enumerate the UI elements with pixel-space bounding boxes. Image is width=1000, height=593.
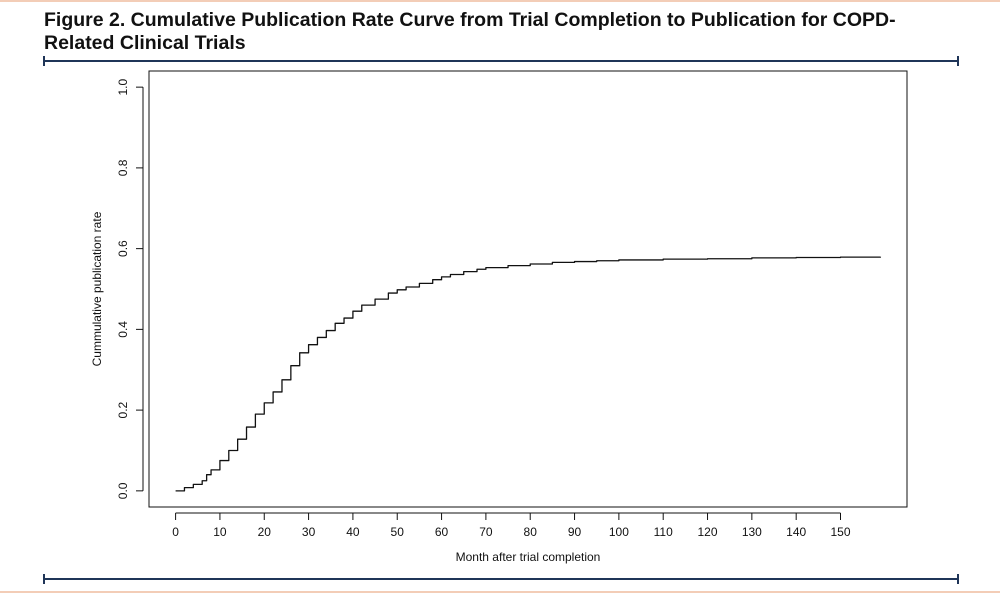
y-axis-label: Cummulative publication rate: [90, 211, 104, 366]
x-tick-label: 120: [698, 525, 718, 539]
page-top-edge: [0, 0, 1000, 2]
footer-divider: [43, 574, 959, 584]
x-axis-label: Month after trial completion: [456, 550, 601, 564]
x-tick-label: 140: [786, 525, 806, 539]
y-tick-label: 1.0: [116, 78, 130, 95]
title-divider: [43, 56, 959, 66]
x-tick-label: 150: [830, 525, 850, 539]
x-tick-label: 110: [654, 525, 673, 539]
series-line-0: [175, 256, 882, 492]
x-tick-label: 0: [172, 525, 179, 539]
y-tick-label: 0.8: [116, 159, 130, 176]
y-axis: 0.0 0.2 0.4 0.6 0.8 1.0: [116, 78, 144, 499]
x-tick-label: 40: [346, 525, 360, 539]
x-tick-label: 30: [302, 525, 316, 539]
y-tick-label: 0.2: [116, 401, 130, 418]
x-tick-label: 20: [258, 525, 272, 539]
x-tick-label: 130: [742, 525, 762, 539]
y-tick-label: 0.0: [116, 482, 130, 499]
figure-title: Figure 2. Cumulative Publication Rate Cu…: [44, 9, 896, 54]
x-tick-label: 10: [213, 525, 227, 539]
x-tick-label: 50: [391, 525, 405, 539]
y-tick-label: 0.6: [116, 240, 130, 257]
y-tick-label: 0.4: [116, 321, 130, 338]
page-bottom-edge: [0, 591, 1000, 593]
x-tick-label: 70: [479, 525, 493, 539]
plot-series: [175, 256, 882, 492]
x-tick-label: 80: [524, 525, 538, 539]
x-tick-label: 90: [568, 525, 582, 539]
x-tick-label: 60: [435, 525, 449, 539]
plot-frame: [148, 70, 908, 508]
x-tick-label: 100: [609, 525, 629, 539]
x-axis: 0 10 20 30 40 50 60 70 80 90 100 110 120 130 140 150: [172, 512, 851, 539]
